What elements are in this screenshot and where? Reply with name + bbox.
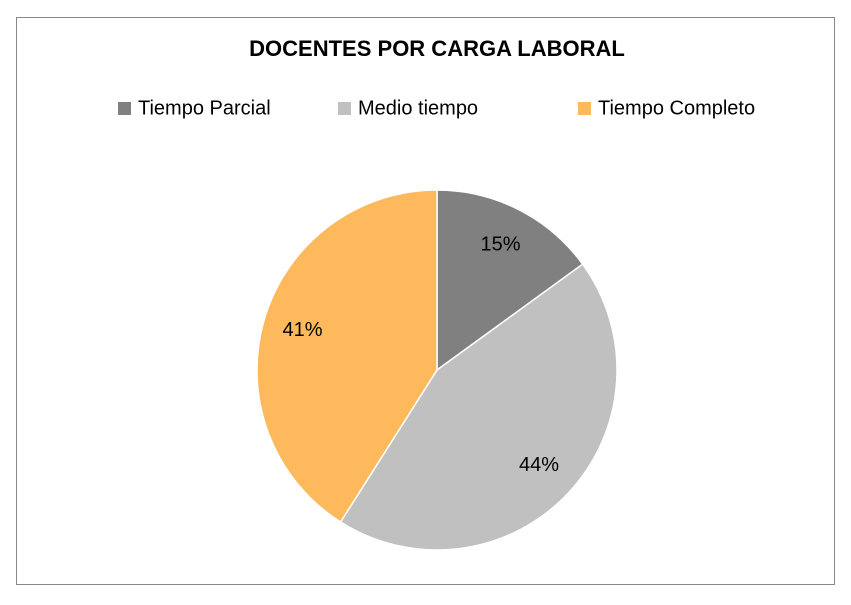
slice-label: 15%: [481, 234, 521, 256]
chart-title: DOCENTES POR CARGA LABORAL: [249, 36, 625, 61]
pie-slice: [339, 263, 618, 551]
legend-text: Tiempo Parcial: [138, 97, 271, 119]
slice-label: 41%: [283, 319, 323, 341]
legend-text: Tiempo Completo: [598, 97, 755, 119]
pie-slice: [436, 189, 584, 372]
slice-label: 44%: [519, 454, 559, 476]
pie-slice: [256, 189, 438, 524]
legend-swatch: [118, 102, 131, 115]
legend-text: Medio tiempo: [358, 97, 478, 119]
legend-swatch: [338, 102, 351, 115]
legend-swatch: [578, 102, 591, 115]
